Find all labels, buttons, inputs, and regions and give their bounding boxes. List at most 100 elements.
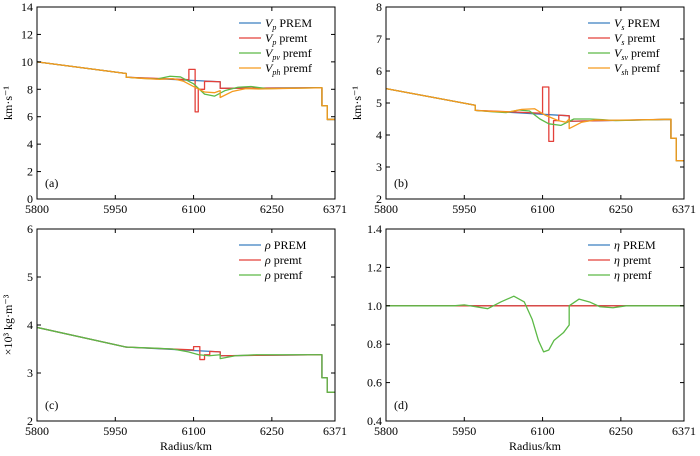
series-line-2 <box>386 86 684 162</box>
x-axis-label: Radius/km <box>160 439 213 453</box>
x-tick-label: 6100 <box>182 424 206 438</box>
legend-rest: premt <box>276 31 308 45</box>
y-tick-label: 2 <box>376 192 382 206</box>
legend-entry: Vsh premf <box>614 61 660 77</box>
x-tick-label: 5800 <box>374 202 398 216</box>
legend-rest: premt <box>620 253 652 267</box>
series-group <box>37 326 335 393</box>
legend-rest: premf <box>280 61 312 75</box>
y-tick-label: 14 <box>21 0 33 14</box>
legend-rest: PREM <box>624 16 660 30</box>
y-tick-label: 5 <box>376 96 382 110</box>
legend-rest: premf <box>271 268 303 282</box>
x-tick-label: 5950 <box>103 424 127 438</box>
y-tick-label: 6 <box>27 110 33 124</box>
legend-symbol: V <box>265 61 274 75</box>
legend-symbol: V <box>614 31 623 45</box>
chart-panel-2: 5800 5950 6100 6250 6371 2 3 4 5 6 7 8 km·s⁻¹ (b) Vs P… <box>350 0 696 216</box>
legend-symbol: ρ <box>264 253 271 267</box>
legend-entry: Vs premt <box>614 31 656 47</box>
y-tick-label: 10 <box>21 55 33 69</box>
y-tick-label: 5 <box>27 270 33 284</box>
legend-entry: Vs PREM <box>614 16 660 32</box>
x-axis-label: Radius/km <box>509 439 562 453</box>
legend-subscript: ph <box>271 68 280 77</box>
y-tick-label: 8 <box>376 0 382 14</box>
legend-symbol: V <box>614 16 623 30</box>
y-tick-label: 0 <box>27 192 33 206</box>
x-tick-label: 6371 <box>323 424 347 438</box>
panel-label: (b) <box>394 176 408 190</box>
y-tick-label: 1.2 <box>367 260 382 274</box>
y-axis-label: ×10³ kg·m⁻³ <box>1 294 15 355</box>
panel-label: (d) <box>394 398 408 412</box>
chart-panel-3: 5800 5950 6100 6250 6371 2 3 4 5 6 ×10³ kg·m⁻³ Radi… <box>1 222 347 453</box>
x-tick-label: 6100 <box>531 202 555 216</box>
legend-symbol: η <box>614 238 620 252</box>
legend-rest: PREM <box>620 238 656 252</box>
legend-rest: premf <box>620 268 652 282</box>
legend-entry: Vp premt <box>265 31 308 47</box>
legend-symbol: V <box>265 46 274 60</box>
legend-entry: Vp PREM <box>265 16 312 32</box>
chart-panel-1: 5800 5950 6100 6250 6371 0 2 4 6 8 10 12 14 km·s⁻¹ (a)… <box>1 0 347 216</box>
series-group <box>386 295 684 353</box>
legend-subscript: p <box>271 38 276 47</box>
legend-entry: Vph premf <box>265 61 312 77</box>
y-tick-label: 4 <box>27 318 33 332</box>
series-line-3 <box>386 87 684 162</box>
y-tick-label: 0.6 <box>367 376 382 390</box>
y-tick-label: 6 <box>376 64 382 78</box>
panel-label: (a) <box>45 176 58 190</box>
legend-entry: η premt <box>614 253 652 267</box>
legend-entry: η premf <box>614 268 652 282</box>
y-tick-label: 1.0 <box>367 299 382 313</box>
x-tick-label: 6100 <box>531 424 555 438</box>
y-tick-label: 2 <box>27 165 33 179</box>
x-tick-label: 6250 <box>260 424 284 438</box>
legend-entry: ρ PREM <box>264 238 307 252</box>
x-tick-label: 6371 <box>672 202 696 216</box>
x-tick-label: 5800 <box>25 424 49 438</box>
y-tick-label: 12 <box>21 27 33 41</box>
legend-entry: ρ premt <box>264 253 302 267</box>
y-tick-label: 4 <box>27 137 33 151</box>
plot-frame <box>36 6 336 200</box>
legend-entry: ρ premf <box>264 268 302 282</box>
chart-panel-4: 5800 5950 6100 6250 6371 0.4 0.6 0.8 1.0 1.2 1.4 Ra… <box>367 222 696 453</box>
legend-subscript: s <box>621 38 624 47</box>
legend-rest: PREM <box>271 238 307 252</box>
y-tick-label: 3 <box>27 366 33 380</box>
legend-symbol: ρ <box>264 268 271 282</box>
series-group <box>37 61 335 121</box>
y-tick-label: 8 <box>27 82 33 96</box>
legend-entry: η PREM <box>614 238 656 252</box>
legend-subscript: pv <box>271 53 280 62</box>
x-tick-label: 5800 <box>25 202 49 216</box>
y-tick-label: 0.4 <box>367 414 382 428</box>
x-tick-label: 6371 <box>672 424 696 438</box>
y-tick-label: 6 <box>27 222 33 236</box>
x-tick-label: 5950 <box>452 424 476 438</box>
legend-rest: premf <box>280 46 312 60</box>
legend-symbol: V <box>614 61 623 75</box>
x-tick-label: 6250 <box>609 424 633 438</box>
x-tick-label: 5800 <box>374 424 398 438</box>
legend-rest: premt <box>271 253 303 267</box>
y-tick-label: 1.4 <box>367 222 382 236</box>
legend-rest: premf <box>628 61 660 75</box>
y-axis-label: km·s⁻¹ <box>1 86 15 120</box>
legend-symbol: V <box>265 31 274 45</box>
y-axis-label: km·s⁻¹ <box>350 86 364 120</box>
y-tick-label: 0.8 <box>367 337 382 351</box>
series-line-4 <box>37 61 335 121</box>
x-tick-label: 6371 <box>323 202 347 216</box>
x-tick-label: 6250 <box>260 202 284 216</box>
series-group <box>386 86 684 162</box>
x-tick-label: 5950 <box>452 202 476 216</box>
x-tick-label: 6250 <box>609 202 633 216</box>
legend-subscript: sh <box>621 68 628 77</box>
legend-symbol: ρ <box>264 238 271 252</box>
